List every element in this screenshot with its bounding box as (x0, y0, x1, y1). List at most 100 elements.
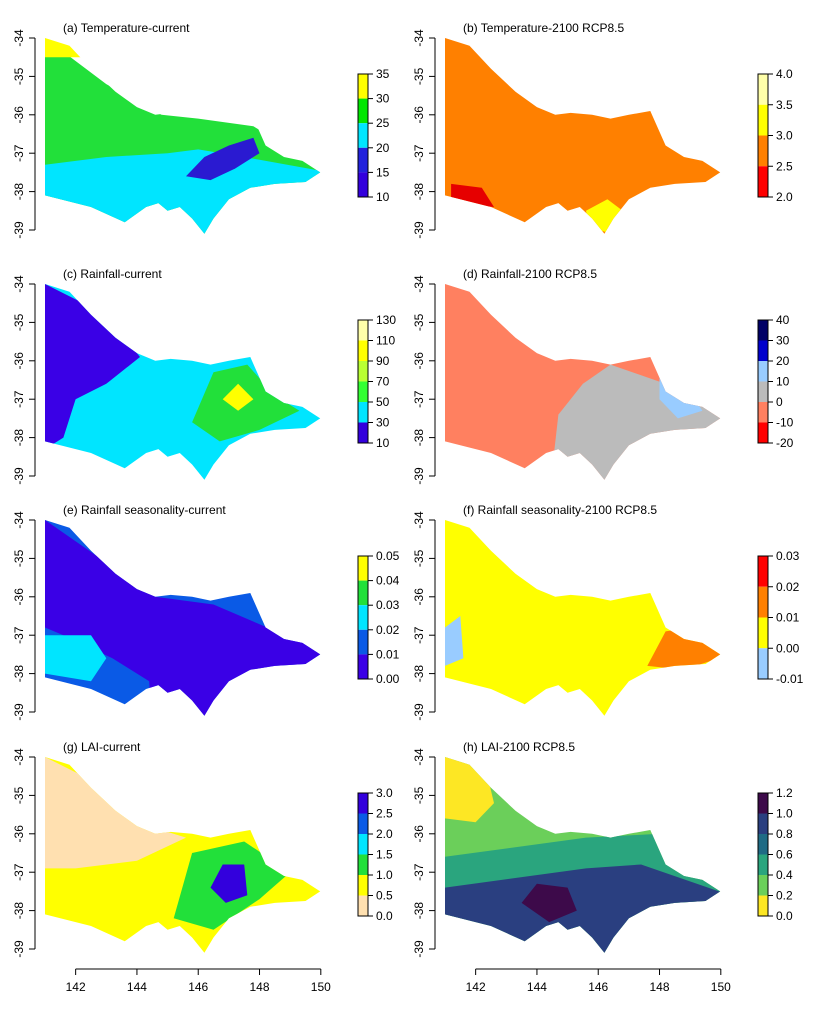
y-tick-label: -38 (12, 183, 26, 201)
legend-label: 30 (776, 334, 790, 348)
y-tick-label: -38 (12, 665, 26, 683)
map-zone-east (186, 137, 260, 181)
legend-label: 0.5 (376, 889, 393, 903)
map-zone-nw (45, 757, 186, 869)
y-tick-label: -36 (412, 352, 426, 370)
legend-swatch (758, 793, 768, 814)
y-tick-label: -38 (412, 183, 426, 201)
y-tick-label: -37 (412, 626, 426, 644)
legend-label: 130 (376, 313, 396, 327)
y-tick-label: -34 (412, 29, 426, 47)
map-panel-f: (f) Rainfall seasonality-2100 RCP8.5 -34 -… (412, 503, 804, 721)
legend-swatch (358, 147, 368, 173)
y-tick-label: -36 (412, 106, 426, 124)
y-tick-label: -39 (412, 221, 426, 239)
legend-swatch (358, 402, 368, 423)
x-tick-label: 142 (466, 980, 486, 994)
y-tick-label: -39 (12, 467, 26, 485)
map-zone-dark (521, 883, 577, 923)
map-zone-blue (210, 864, 248, 903)
legend-swatch (358, 98, 368, 124)
legend-swatch (358, 875, 368, 896)
map-panel-e: (e) Rainfall seasonality-current -34 -35 -3… (12, 503, 400, 721)
legend-label: 1.5 (376, 848, 393, 862)
y-tick-label: -34 (12, 275, 26, 293)
map-region-fill (445, 284, 721, 480)
legend-swatch (358, 813, 368, 834)
legend-label: 0.8 (776, 827, 793, 841)
x-tick-label: 150 (711, 980, 731, 994)
y-tick-label: -34 (12, 511, 26, 529)
y-tick-label: -35 (412, 549, 426, 567)
legend-label: 0.03 (376, 598, 400, 612)
legend-label: 0.02 (376, 623, 400, 637)
legend-label: 0.01 (776, 611, 800, 625)
x-tick-label: 146 (188, 980, 208, 994)
legend-label: 4.0 (776, 67, 793, 81)
legend-swatch (358, 793, 368, 814)
legend-label: -0.01 (776, 672, 804, 686)
legend-swatch (758, 617, 768, 649)
y-tick-label: -34 (12, 29, 26, 47)
legend-label: 3.0 (376, 786, 393, 800)
y-tick-label: -39 (12, 221, 26, 239)
legend-label: 0.0 (776, 909, 793, 923)
legend-label: 15 (376, 165, 390, 179)
panel-title: (a) Temperature-current (63, 21, 190, 35)
map-region-fill (445, 38, 721, 234)
legend-label: 0.4 (776, 868, 793, 882)
legend-label: 0.2 (776, 889, 793, 903)
legend-swatch (358, 422, 368, 443)
panel-title: (g) LAI-current (63, 740, 141, 754)
map-zone-west (45, 284, 140, 450)
legend-label: 10 (376, 190, 390, 204)
legend-label: 3.5 (776, 98, 793, 112)
legend-label: 25 (376, 116, 390, 130)
legend-frame (357, 555, 369, 680)
legend-swatch (358, 320, 368, 341)
y-tick-label: -35 (12, 786, 26, 804)
x-tick-label: 148 (650, 980, 670, 994)
y-tick-label: -36 (12, 352, 26, 370)
legend-swatch (758, 556, 768, 587)
legend-label: 40 (776, 313, 790, 327)
legend-swatch (758, 104, 768, 136)
y-tick-label: -38 (412, 902, 426, 920)
map-zone-main (445, 38, 721, 234)
legend-label: 1.2 (776, 786, 793, 800)
y-tick-label: -34 (12, 748, 26, 766)
y-tick-label: -38 (412, 665, 426, 683)
legend-swatch (358, 556, 368, 581)
x-tick-label: 144 (127, 980, 147, 994)
legend-label: -10 (776, 416, 794, 430)
legend-swatch (758, 834, 768, 855)
legend-swatch (358, 74, 368, 99)
y-tick-label: -37 (412, 863, 426, 881)
legend-swatch (758, 340, 768, 361)
legend-label: 0.02 (776, 580, 800, 594)
legend-swatch (358, 895, 368, 916)
y-tick-label: -35 (12, 549, 26, 567)
legend-swatch (758, 813, 768, 834)
y-tick-label: -37 (12, 626, 26, 644)
y-tick-label: -36 (12, 106, 26, 124)
y-tick-label: -39 (12, 940, 26, 958)
legend-label: 0.6 (776, 848, 793, 862)
y-tick-label: -39 (412, 467, 426, 485)
legend-label: 1.0 (776, 807, 793, 821)
map-zone-peak (222, 383, 254, 411)
legend-swatch (758, 854, 768, 875)
y-tick-label: -35 (12, 313, 26, 331)
legend-label: 20 (776, 354, 790, 368)
x-tick-label: 150 (311, 980, 331, 994)
legend-swatch (758, 586, 768, 618)
map-region-fill (45, 520, 321, 716)
legend-swatch (358, 381, 368, 402)
legend-swatch (358, 361, 368, 382)
legend-label: 0.0 (376, 909, 393, 923)
panel-title: (c) Rainfall-current (63, 267, 162, 281)
legend-label: 0.03 (776, 549, 800, 563)
y-tick-label: -36 (12, 825, 26, 843)
y-tick-label: -35 (412, 786, 426, 804)
